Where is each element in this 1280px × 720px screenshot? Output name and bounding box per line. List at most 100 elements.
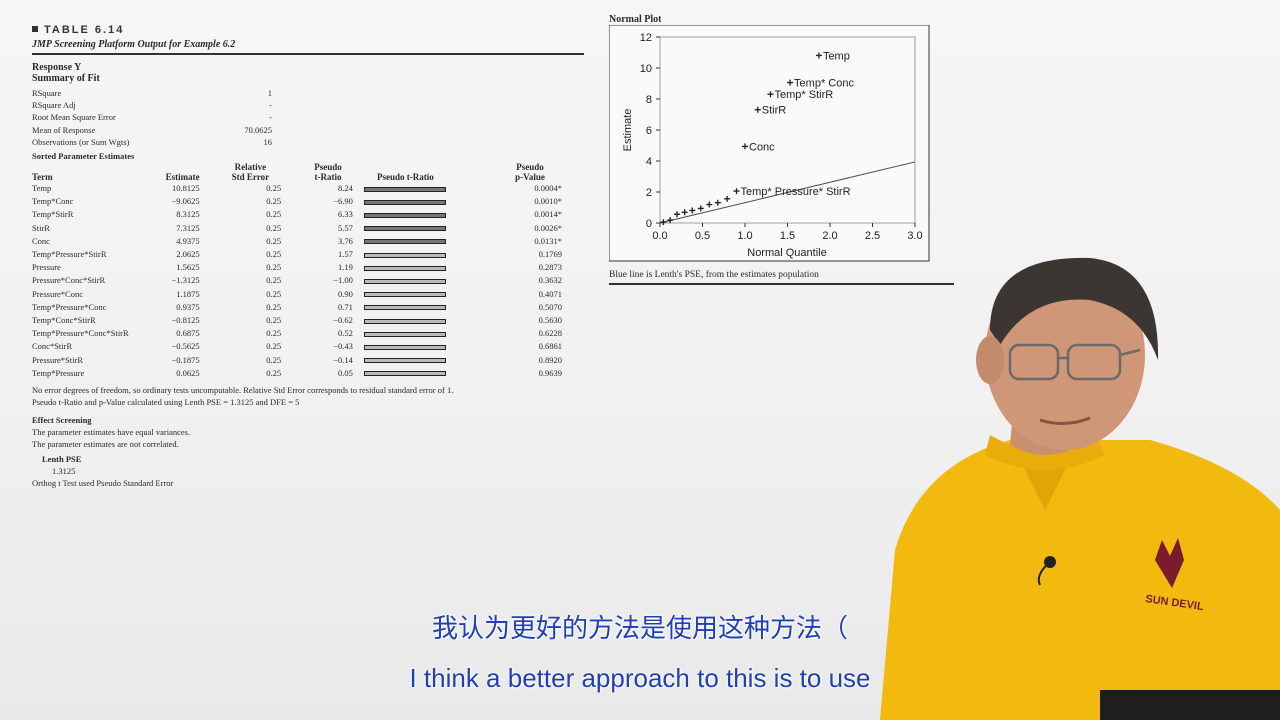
table-row: Pressure 1.5625 0.25 1.19 0.2873	[32, 261, 562, 274]
t-ratio-bar	[364, 212, 447, 218]
y-tick-label: 2	[646, 187, 652, 199]
cell-estimate: 10.8125	[172, 183, 200, 194]
cell-pt: −1.00	[333, 275, 353, 286]
cell-t-ratio-bar	[353, 248, 458, 261]
plot-point	[697, 205, 704, 212]
plus-marker	[754, 106, 761, 113]
cell-p-value: 0.6861	[538, 341, 562, 352]
cell-rse: 0.25	[266, 341, 282, 352]
t-ratio-bar	[364, 186, 447, 192]
cell-term: Conc	[32, 235, 50, 246]
y-tick-label: 6	[646, 125, 652, 137]
cell-estimate: 1.1875	[176, 288, 200, 299]
cell-p-value: 0.0014*	[534, 209, 562, 220]
cell-estimate: −9.0625	[171, 196, 200, 207]
summary-heading: Summary of Fit	[32, 73, 100, 84]
cell-p-value: 0.0026*	[534, 222, 562, 233]
cell-term: Pressure*StirR	[32, 354, 83, 365]
cell-pt: −6.90	[333, 196, 353, 207]
cell-p-value: 0.3632	[538, 275, 562, 286]
cell-t-ratio-bar	[353, 274, 458, 287]
plus-marker	[714, 199, 721, 206]
effect-screening-heading: Effect Screening	[32, 415, 92, 426]
cell-term: Temp	[32, 183, 52, 194]
col-estimate: Estimate	[165, 172, 200, 183]
presenter-photo: SUN DEVIL	[880, 257, 1280, 720]
cell-term: Pressure*Conc*StirR	[32, 275, 106, 286]
plus-marker	[697, 205, 704, 212]
lenth-pse-line	[659, 161, 916, 224]
x-tick-label: 2.0	[822, 230, 837, 242]
table-title: JMP Screening Platform Output for Exampl…	[32, 39, 584, 55]
col-term: Term	[32, 172, 53, 183]
cell-pt: −0.43	[333, 341, 353, 352]
point-label: Conc	[749, 141, 775, 153]
cell-pt: 6.33	[337, 209, 353, 220]
note-lenth-pse: Pseudo t-Ratio and p-Value calculated us…	[32, 397, 300, 408]
hair	[990, 257, 1159, 360]
cell-t-ratio-bar	[353, 354, 458, 367]
t-ratio-bar	[364, 265, 447, 271]
lenth-pse-value: 1.3125	[52, 466, 76, 477]
y-tick-label: 10	[640, 63, 652, 75]
x-tick-label: 1.5	[780, 230, 795, 242]
cell-term: Temp*Conc	[32, 196, 74, 207]
plus-marker	[787, 79, 794, 86]
x-tick-label: 2.5	[865, 230, 880, 242]
plus-marker	[689, 207, 696, 214]
cell-estimate: 0.6875	[176, 328, 200, 339]
cell-pt: 0.71	[337, 301, 353, 312]
monitor-edge	[1100, 690, 1280, 720]
cell-term: Temp*Pressure*StirR	[32, 249, 107, 260]
cell-rse: 0.25	[266, 288, 282, 299]
plus-marker	[667, 217, 674, 224]
glasses	[1008, 343, 1141, 381]
cell-term: Pressure	[32, 262, 61, 273]
cell-estimate: −0.1875	[171, 354, 200, 365]
table-row: Pressure*Conc 1.1875 0.25 0.90 0.4071	[32, 288, 562, 301]
cell-p-value: 0.1769	[538, 249, 562, 260]
cell-estimate: −0.5625	[171, 341, 200, 352]
cell-estimate: 8.3125	[176, 209, 200, 220]
cell-p-value: 0.0131*	[534, 235, 562, 246]
response-heading: Response Y	[32, 62, 82, 73]
plus-marker	[742, 143, 748, 150]
point-label: Temp* StirR	[775, 89, 834, 101]
summary-row: Observations (or Sum Wgts) 16	[32, 136, 584, 148]
cell-rse: 0.25	[266, 354, 282, 365]
y-tick-label: 8	[646, 94, 652, 106]
point-label: Temp* Conc	[794, 78, 854, 90]
plus-marker	[681, 209, 688, 216]
summary-row: RSquare Adj -	[32, 99, 584, 111]
cell-rse: 0.25	[266, 196, 282, 207]
plus-marker	[733, 188, 740, 195]
cell-estimate: 2.0625	[176, 249, 200, 260]
cell-rse: 0.25	[266, 183, 282, 194]
table-header-row: Term Estimate Relative Std Error Pseudo t-…	[32, 162, 562, 182]
summary-value: 1	[267, 88, 272, 98]
cell-t-ratio-bar	[353, 208, 458, 221]
y-tick-label: 12	[640, 32, 652, 44]
plot-point	[667, 217, 674, 224]
t-ratio-bar	[364, 371, 447, 377]
mic-cable	[1037, 561, 1051, 586]
t-ratio-bar	[364, 226, 447, 232]
cell-estimate: −1.3125	[171, 275, 200, 286]
mouth	[1039, 416, 1091, 425]
cell-pt: 1.57	[337, 249, 353, 260]
normal-plot-title: Normal Plot	[609, 14, 662, 25]
effect-equal-variances: The parameter estimates have equal varia…	[32, 427, 191, 438]
summary-row: RSquare 1	[32, 87, 584, 99]
normal-plot-figure: Normal Plot 0.0 0.5 1.0 1.5 2.0 2.5 3.0 0 2 4 6 8 10…	[609, 14, 954, 285]
parameter-estimates-table: Term Estimate Relative Std Error Pseudo t-…	[32, 162, 562, 380]
col-pseudo-t-ratio-bar: Pseudo t-Ratio	[377, 172, 434, 183]
plus-marker	[660, 219, 667, 226]
cell-t-ratio-bar	[353, 301, 458, 314]
plot-point: Conc	[742, 141, 775, 153]
cell-p-value: 0.4071	[538, 288, 562, 299]
plus-marker	[706, 201, 713, 208]
point-label: Temp* Pressure* StirR	[741, 186, 851, 198]
cell-term: Temp*Pressure*Conc	[32, 301, 107, 312]
cell-rse: 0.25	[266, 275, 282, 286]
summary-of-fit: RSquare 1 RSquare Adj - Root Mean Square Err…	[32, 87, 584, 148]
